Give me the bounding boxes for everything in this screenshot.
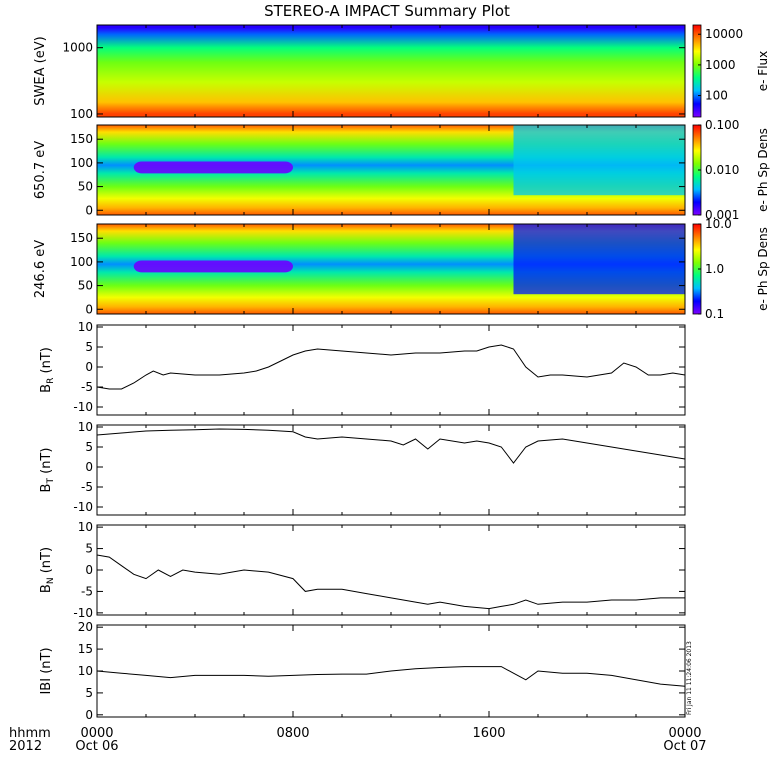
swea-colorbar-label: e- Flux — [756, 51, 770, 91]
pad246-colorbar-label: e- Ph Sp Dens — [756, 227, 770, 311]
br-tick-label: 0 — [85, 360, 93, 374]
bn-frame — [96, 524, 686, 616]
bmag-tick-label: 10 — [78, 664, 93, 678]
pad246-tick-label: 150 — [70, 231, 93, 245]
figure-title: STEREO-A IMPACT Summary Plot — [264, 2, 510, 20]
pad246-ylabel: 246.6 eV — [33, 240, 48, 298]
br-series-line — [96, 344, 686, 390]
time-tick-label: 0800 — [276, 726, 309, 741]
pad650-colorbar-label: e- Ph Sp Dens — [756, 128, 770, 212]
bn-tick-label: 0 — [85, 563, 93, 577]
pad650-colorbar-tick-label: 0.100 — [705, 118, 739, 132]
time-tick-label: 1600 — [472, 726, 505, 741]
panel-pad246: 0 50 100 150 246.6 eV 0.1 1.0 10.0 e- Ph Sp Dens — [33, 217, 770, 321]
bmag-series-line — [96, 666, 686, 687]
panel-bt: -10 -5 0 5 10 BT (nT) — [39, 420, 686, 516]
bmag-tick-label: 20 — [78, 620, 93, 634]
swea-tick-label: 100 — [70, 107, 93, 121]
bt-tick-label: 10 — [78, 420, 93, 434]
year-label: 2012 — [9, 739, 42, 754]
time-tick-date: Oct 06 — [75, 739, 118, 754]
bmag-tick-label: 15 — [78, 642, 93, 656]
pad246-tick-label: 100 — [70, 255, 93, 269]
pad650-tick-label: 50 — [78, 180, 93, 194]
bn-series-line — [96, 554, 685, 610]
bt-ylabel: BT (nT) — [39, 448, 56, 493]
pad650-quiet-region — [513, 125, 685, 196]
swea-tick-label: 1000 — [62, 41, 93, 55]
pad246-quiet-region — [513, 224, 685, 295]
swea-colorbar-tick-label: 1000 — [705, 58, 736, 72]
pad246-colorbar-tick-label: 1.0 — [705, 262, 724, 276]
bmag-ylabel: IBI (nT) — [39, 647, 54, 694]
pad246-colorbar-tick-label: 10.0 — [705, 217, 732, 231]
bn-ylabel: BN (nT) — [39, 547, 56, 593]
panel-swea: 100 1000 SWEA (eV) 100 1000 10000 e- Flux — [33, 24, 770, 121]
pad246-depletion-band — [133, 260, 293, 273]
bn-tick-label: -5 — [81, 584, 93, 598]
panel-br: -10 -5 0 5 10 BR (nT) — [39, 320, 686, 416]
swea-colorbar-tick-label: 10000 — [705, 27, 743, 41]
br-tick-label: 5 — [85, 340, 93, 354]
time-tick-label: 0000 — [80, 726, 113, 741]
bn-tick-label: 10 — [78, 520, 93, 534]
swea-ylabel: SWEA (eV) — [33, 36, 48, 105]
pad650-colorbar-tick-label: 0.010 — [705, 163, 739, 177]
bn-tick-label: -10 — [73, 606, 93, 620]
panel-bn: -10 -5 0 5 10 BN (nT) — [39, 520, 686, 620]
bmag-tick-label: 5 — [85, 686, 93, 700]
time-tick-date: Oct 07 — [663, 739, 706, 754]
pad650-tick-label: 150 — [70, 132, 93, 146]
br-frame — [96, 324, 686, 416]
bt-frame — [96, 424, 686, 516]
timestamp-stamp: Fri Jan 11 11:24:06 2013 — [686, 641, 693, 715]
pad650-tick-label: 100 — [70, 156, 93, 170]
bt-tick-label: 0 — [85, 460, 93, 474]
pad246-colorbar-tick-label: 0.1 — [705, 307, 724, 321]
pad650-depletion-band — [133, 161, 293, 174]
bt-tick-label: -5 — [81, 480, 93, 494]
bt-series-line — [96, 428, 686, 464]
bt-tick-label: 5 — [85, 440, 93, 454]
pad650-ylabel: 650.7 eV — [33, 141, 48, 199]
panel-pad650: 0 50 100 150 650.7 eV 0.001 0.010 0.100 e- Ph Sp… — [33, 118, 770, 222]
time-tick-label: 0000 — [668, 726, 701, 741]
br-tick-label: 10 — [78, 320, 93, 334]
pad246-tick-label: 0 — [85, 302, 93, 316]
br-tick-label: -10 — [73, 400, 93, 414]
swea-colorbar — [692, 24, 702, 118]
bn-tick-label: 5 — [85, 542, 93, 556]
time-row-label: hhmm — [9, 726, 51, 741]
br-ylabel: BR (nT) — [39, 347, 56, 393]
pad650-colorbar-tick-label: 0.001 — [705, 208, 739, 222]
pad246-tick-label: 50 — [78, 279, 93, 293]
panel-bmag: 0 5 10 15 20 IBI (nT) — [39, 620, 686, 722]
pad650-tick-label: 0 — [85, 203, 93, 217]
swea-spectrogram — [97, 25, 685, 117]
bt-tick-label: -10 — [73, 500, 93, 514]
br-tick-label: -5 — [81, 380, 93, 394]
bmag-tick-label: 0 — [85, 708, 93, 722]
swea-colorbar-tick-label: 100 — [705, 89, 728, 103]
